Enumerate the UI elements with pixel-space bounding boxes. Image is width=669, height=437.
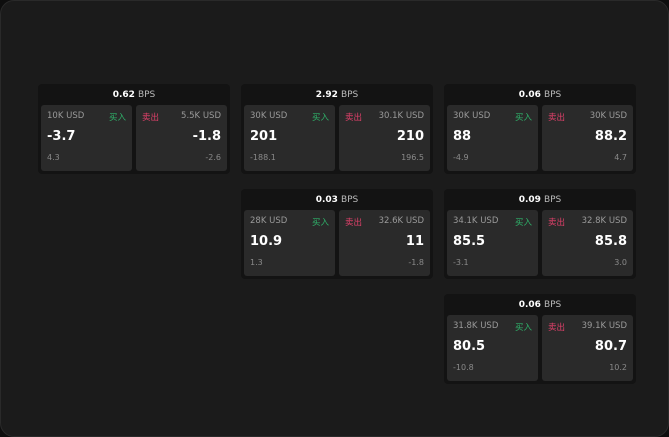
spread-value: 0.03	[315, 194, 338, 205]
spread-value: 0.06	[518, 299, 541, 310]
spread-value: 0.06	[518, 89, 541, 100]
sell-price: 210	[396, 129, 424, 144]
buy-cell[interactable]: 28K USD 买入 10.9 1.3	[244, 210, 335, 276]
buy-label: 买入	[108, 113, 126, 123]
sell-price: 80.7	[594, 339, 627, 354]
buy-price: 85.5	[453, 234, 486, 249]
sell-change: -2.6	[205, 153, 221, 162]
buy-price: 10.9	[250, 234, 283, 249]
buy-price: 80.5	[453, 339, 486, 354]
buy-cell[interactable]: 34.1K USD 买入 85.5 -3.1	[447, 210, 538, 276]
spread-unit: BPS	[543, 89, 562, 100]
quote-card: 0.09 BPS 34.1K USD 买入 85.5 -3.1 卖出 32.8K US…	[444, 189, 636, 279]
sell-cell[interactable]: 卖出 30K USD 88.2 4.7	[542, 105, 633, 171]
buy-price: 201	[250, 129, 278, 144]
sell-size: 39.1K USD	[581, 321, 627, 331]
spread-header: 2.92 BPS	[244, 84, 430, 105]
sell-size: 30K USD	[589, 111, 627, 121]
spread-header: 0.06 BPS	[447, 84, 633, 105]
sell-price: 11	[405, 234, 424, 249]
sell-change: 4.7	[614, 153, 627, 162]
quote-card: 0.03 BPS 28K USD 买入 10.9 1.3 卖出 32.6K USD 1…	[241, 189, 433, 279]
spread-header: 0.06 BPS	[447, 294, 633, 315]
spread-unit: BPS	[340, 194, 359, 205]
sell-label: 卖出	[345, 113, 363, 123]
spread-header: 0.62 BPS	[41, 84, 227, 105]
spread-unit: BPS	[543, 194, 562, 205]
buy-label: 买入	[514, 218, 532, 228]
sell-change: 3.0	[614, 258, 627, 267]
sell-cell[interactable]: 卖出 30.1K USD 210 196.5	[339, 105, 430, 171]
sell-cell[interactable]: 卖出 32.6K USD 11 -1.8	[339, 210, 430, 276]
spread-header: 0.09 BPS	[447, 189, 633, 210]
sell-price: 85.8	[594, 234, 627, 249]
sell-label: 卖出	[548, 323, 566, 333]
buy-size: 30K USD	[250, 111, 288, 121]
sell-cell[interactable]: 卖出 39.1K USD 80.7 10.2	[542, 315, 633, 381]
sell-size: 32.6K USD	[378, 216, 424, 226]
spread-unit: BPS	[340, 89, 359, 100]
sell-size: 5.5K USD	[181, 111, 221, 121]
sell-cell[interactable]: 卖出 5.5K USD -1.8 -2.6	[136, 105, 227, 171]
quote-card: 0.06 BPS 31.8K USD 买入 80.5 -10.8 卖出 39.1K U…	[444, 294, 636, 384]
quote-card: 2.92 BPS 30K USD 买入 201 -188.1 卖出 30.1K USD…	[241, 84, 433, 174]
buy-change: -188.1	[250, 153, 276, 162]
spread-unit: BPS	[543, 299, 562, 310]
buy-cell[interactable]: 10K USD 买入 -3.7 4.3	[41, 105, 132, 171]
sell-label: 卖出	[345, 218, 363, 228]
sell-cell[interactable]: 卖出 32.8K USD 85.8 3.0	[542, 210, 633, 276]
sell-change: 10.2	[609, 363, 627, 372]
buy-change: -4.9	[453, 153, 469, 162]
buy-size: 10K USD	[47, 111, 85, 121]
buy-cell[interactable]: 30K USD 买入 201 -188.1	[244, 105, 335, 171]
quote-card: 0.62 BPS 10K USD 买入 -3.7 4.3 卖出 5.5K USD -1…	[38, 84, 230, 174]
buy-change: 4.3	[47, 153, 60, 162]
sell-price: -1.8	[192, 129, 221, 144]
buy-size: 28K USD	[250, 216, 288, 226]
buy-cell[interactable]: 30K USD 买入 88 -4.9	[447, 105, 538, 171]
sell-change: -1.8	[408, 258, 424, 267]
spread-value: 0.62	[112, 89, 135, 100]
buy-label: 买入	[514, 323, 532, 333]
spread-unit: BPS	[137, 89, 156, 100]
buy-change: 1.3	[250, 258, 263, 267]
sell-label: 卖出	[548, 113, 566, 123]
sell-size: 32.8K USD	[581, 216, 627, 226]
buy-size: 34.1K USD	[453, 216, 499, 226]
sell-price: 88.2	[594, 129, 627, 144]
buy-change: -3.1	[453, 258, 469, 267]
buy-size: 31.8K USD	[453, 321, 499, 331]
quote-card: 0.06 BPS 30K USD 买入 88 -4.9 卖出 30K USD 88.2…	[444, 84, 636, 174]
buy-price: -3.7	[47, 129, 76, 144]
buy-label: 买入	[311, 113, 329, 123]
buy-label: 买入	[311, 218, 329, 228]
sell-change: 196.5	[401, 153, 424, 162]
sell-label: 卖出	[548, 218, 566, 228]
spread-value: 2.92	[315, 89, 338, 100]
spread-value: 0.09	[518, 194, 541, 205]
buy-change: -10.8	[453, 363, 474, 372]
sell-size: 30.1K USD	[378, 111, 424, 121]
buy-cell[interactable]: 31.8K USD 买入 80.5 -10.8	[447, 315, 538, 381]
buy-price: 88	[453, 129, 472, 144]
spread-header: 0.03 BPS	[244, 189, 430, 210]
buy-size: 30K USD	[453, 111, 491, 121]
sell-label: 卖出	[142, 113, 160, 123]
buy-label: 买入	[514, 113, 532, 123]
